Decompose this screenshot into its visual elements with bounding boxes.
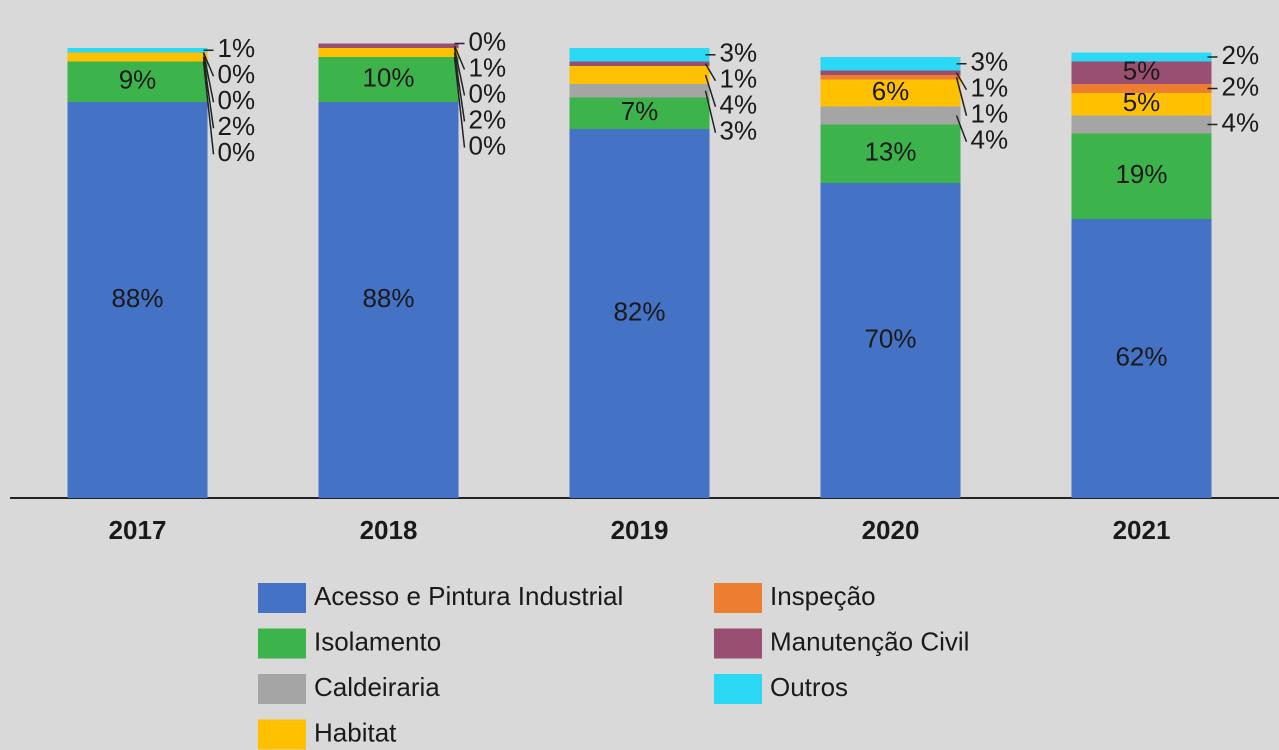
bar-segment: [1071, 52, 1212, 62]
data-label: 70%: [864, 323, 916, 353]
leader-line: [955, 77, 968, 116]
legend-label: Isolamento: [314, 626, 441, 656]
data-label: 10%: [362, 62, 414, 92]
bar-segment: [318, 57, 459, 102]
bar-segment: [569, 97, 710, 129]
data-label: 2%: [1222, 40, 1260, 70]
data-label: 88%: [362, 283, 414, 313]
legend-swatch: [258, 719, 306, 750]
bar-segment: [318, 102, 459, 498]
bar-segment: [569, 66, 710, 84]
legend-swatch: [258, 628, 306, 659]
x-tick-label: 2018: [360, 515, 418, 545]
leader-line: [453, 52, 466, 122]
bar-segment: [1071, 219, 1212, 498]
bar-segment: [318, 43, 459, 48]
data-label: 2%: [1222, 71, 1260, 101]
bar-segment: [67, 48, 208, 53]
data-label: 0%: [469, 26, 507, 56]
legend-swatch: [714, 583, 762, 613]
data-label: 0%: [218, 137, 256, 167]
data-label: 3%: [720, 116, 758, 146]
leader-line: [955, 115, 968, 143]
x-tick-label: 2020: [862, 515, 920, 545]
bar-segment: [318, 48, 459, 57]
bar-segment: [820, 183, 961, 498]
legend-swatch: [258, 583, 306, 613]
data-label: 62%: [1115, 341, 1167, 371]
leader-line: [704, 90, 717, 133]
legend-label: Manutenção Civil: [770, 626, 969, 656]
legend-label: Caldeiraria: [314, 672, 440, 702]
data-label: 7%: [621, 96, 659, 126]
leader-line: [955, 72, 968, 91]
data-label: 0%: [469, 130, 507, 160]
bar-segment: [820, 70, 961, 75]
bar-segment: [569, 84, 710, 98]
bar-segment: [67, 102, 208, 498]
leader-line: [202, 56, 215, 129]
legend-label: Inspeção: [770, 581, 876, 611]
leader-line: [453, 45, 466, 70]
bar-segment: [1071, 84, 1212, 93]
leader-line: [453, 47, 466, 96]
bar-segment: [569, 48, 710, 62]
legend-label: Acesso e Pintura Industrial: [314, 581, 623, 611]
bar-segment: [1071, 133, 1212, 219]
x-tick-label: 2021: [1113, 515, 1171, 545]
bar-segment: [67, 52, 208, 62]
bar-segment: [67, 61, 208, 102]
leader-line: [704, 63, 717, 82]
legend-label: Outros: [770, 672, 848, 702]
bar-segment: [820, 124, 961, 183]
data-label: 0%: [218, 85, 256, 115]
leader-line: [453, 56, 466, 148]
x-tick-label: 2017: [109, 515, 167, 545]
data-label: 2%: [469, 104, 507, 134]
data-label: 1%: [218, 33, 256, 63]
data-label: 4%: [1222, 107, 1260, 137]
leader-line: [704, 74, 717, 107]
bar-segment: [820, 106, 961, 125]
x-tick-label: 2019: [611, 515, 669, 545]
bar-segment: [820, 57, 961, 71]
data-label: 6%: [872, 76, 910, 106]
bar-segment: [820, 75, 961, 80]
bar-segment: [820, 79, 961, 107]
data-label: 3%: [720, 38, 758, 68]
leader-line: [202, 52, 215, 77]
data-label: 9%: [119, 65, 157, 95]
bar-segment: [1071, 61, 1212, 84]
data-label: 0%: [218, 59, 256, 89]
bar-segment: [1071, 93, 1212, 116]
bar-segment: [569, 129, 710, 498]
legend-label: Habitat: [314, 717, 397, 747]
data-label: 13%: [864, 137, 916, 167]
leader-line: [202, 61, 215, 155]
data-label: 4%: [971, 125, 1009, 155]
data-label: 0%: [469, 78, 507, 108]
data-label: 1%: [971, 73, 1009, 103]
data-label: 4%: [720, 90, 758, 120]
data-label: 1%: [720, 64, 758, 94]
data-label: 2%: [218, 111, 256, 141]
legend-swatch: [714, 674, 762, 704]
bar-segment: [1071, 115, 1212, 134]
data-label: 3%: [971, 47, 1009, 77]
bar-segment: [569, 61, 710, 66]
legend-swatch: [714, 628, 762, 659]
data-label: 82%: [613, 296, 665, 326]
leader-line: [202, 52, 215, 103]
legend-swatch: [258, 674, 306, 704]
data-label: 88%: [111, 283, 163, 313]
data-label: 1%: [469, 52, 507, 82]
data-label: 19%: [1115, 159, 1167, 189]
data-label: 1%: [971, 99, 1009, 129]
